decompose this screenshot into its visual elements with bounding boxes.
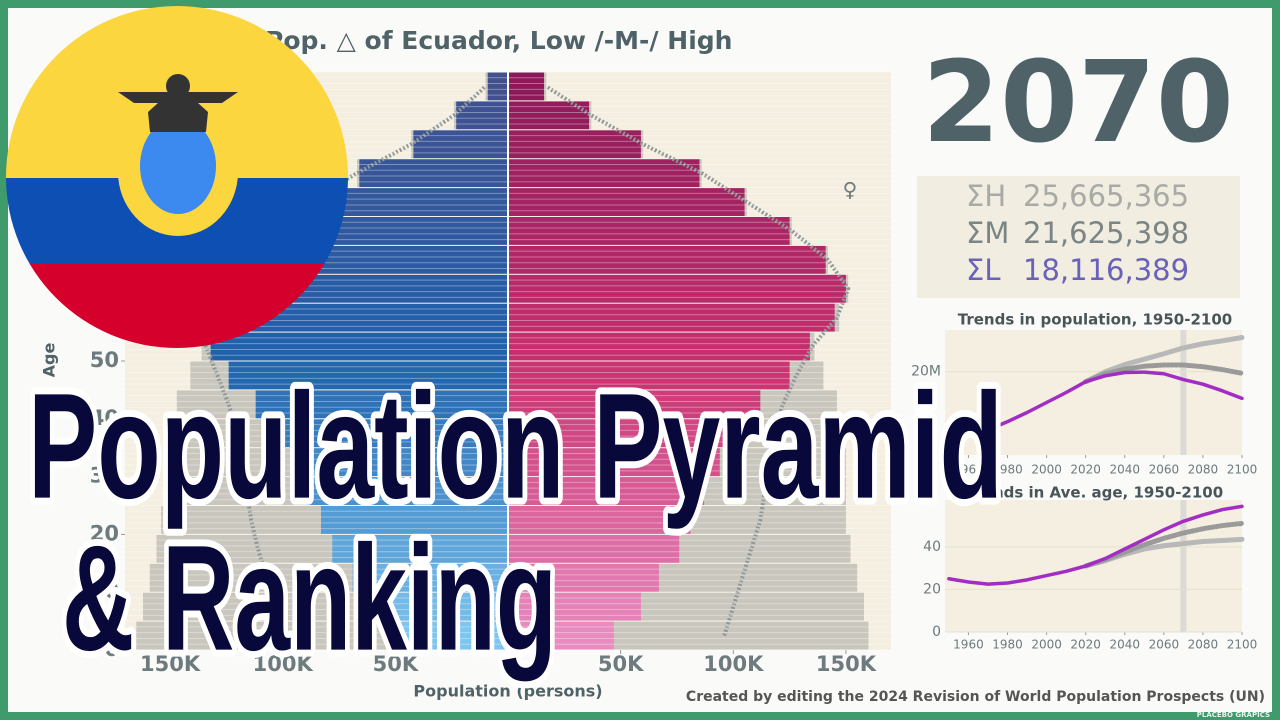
trend-line bbox=[947, 504, 1244, 586]
population-bar bbox=[228, 361, 508, 390]
population-bar bbox=[359, 159, 508, 188]
population-bar bbox=[397, 621, 508, 650]
population-bar bbox=[210, 332, 509, 361]
x-tick-label: 2060 bbox=[1149, 463, 1180, 477]
x-tick-label: 150K bbox=[140, 652, 201, 676]
y-tick-label: 40 bbox=[923, 539, 941, 555]
y-tick-label: 10 bbox=[90, 579, 119, 603]
x-tick-label: 1980 bbox=[992, 638, 1023, 652]
totals: ΣH 25,665,365 ΣM 21,625,398 ΣL 18,116,389 bbox=[966, 179, 1189, 287]
total-label: ΣH bbox=[966, 179, 1006, 213]
credit: Created by editing the 2024 Revision of … bbox=[686, 689, 1265, 705]
x-tick-label: 2000 bbox=[1031, 638, 1062, 652]
female-symbol: ♀ bbox=[843, 178, 858, 202]
x-tick-label: 2100 bbox=[1227, 463, 1258, 477]
population-bar bbox=[508, 563, 659, 592]
population-bar bbox=[508, 592, 641, 621]
population-bar bbox=[293, 448, 508, 477]
population-bar bbox=[508, 448, 720, 477]
x-tick-label: 2100 bbox=[1227, 638, 1258, 652]
y-tick-label: 0 bbox=[932, 624, 941, 640]
population-bar bbox=[508, 101, 590, 130]
population-bar bbox=[508, 130, 641, 159]
x-tick-label: 2020 bbox=[1070, 638, 1101, 652]
chart-title: Trends in Ave. age, 1950-2100 bbox=[967, 484, 1223, 502]
trend-line bbox=[947, 370, 1244, 443]
trend-line bbox=[1083, 362, 1245, 385]
y-tick-label: 20 bbox=[90, 521, 119, 545]
x-tick-label: 0 bbox=[501, 652, 516, 676]
watermark: PLACEBO GRAPICS bbox=[1197, 711, 1270, 719]
population-bar bbox=[508, 159, 700, 188]
population-bar bbox=[273, 419, 508, 448]
population-bar bbox=[370, 592, 508, 621]
x-tick-label: 2080 bbox=[1188, 638, 1219, 652]
year-band bbox=[1180, 330, 1187, 455]
x-tick-label: 2040 bbox=[1109, 463, 1140, 477]
chart-title: Trends in population, 1950-2100 bbox=[958, 311, 1232, 329]
x-tick-label: 100K bbox=[253, 652, 314, 676]
population-bar bbox=[508, 188, 745, 216]
x-tick-label: 1980 bbox=[992, 463, 1023, 477]
y-tick-label: 30 bbox=[90, 464, 119, 488]
year: 2070 bbox=[922, 38, 1234, 168]
total-label: ΣL bbox=[966, 253, 1000, 287]
population-bar bbox=[456, 101, 508, 130]
totals-box bbox=[917, 176, 1240, 298]
overlay-subtitle: & Ranking bbox=[62, 514, 557, 682]
population-bar bbox=[508, 534, 680, 563]
y-tick-label: 50 bbox=[90, 348, 119, 372]
x-tick-label: 2040 bbox=[1109, 638, 1140, 652]
x-tick-label: 2020 bbox=[1070, 463, 1101, 477]
x-tick-label: 1960 bbox=[953, 463, 984, 477]
overlay-title: Population Pyramid bbox=[28, 362, 1003, 530]
medium-line bbox=[545, 84, 851, 637]
population-bar bbox=[352, 563, 508, 592]
y-tick-label: 20M bbox=[911, 364, 941, 380]
population-bar bbox=[508, 245, 826, 274]
population-bar bbox=[487, 72, 508, 101]
x-tick-label: 2080 bbox=[1188, 463, 1219, 477]
population-bar bbox=[307, 477, 508, 505]
population-bar bbox=[508, 621, 614, 650]
trend-line bbox=[1083, 335, 1245, 385]
population-bar bbox=[413, 130, 508, 159]
population-bar bbox=[508, 361, 790, 390]
x-tick-label: 50K bbox=[373, 652, 419, 676]
x-tick-label: 2000 bbox=[1031, 463, 1062, 477]
population-bar bbox=[508, 72, 545, 101]
total-value: 25,665,365 bbox=[1023, 179, 1189, 213]
x-tick-label: 2060 bbox=[1149, 638, 1180, 652]
population-bar bbox=[508, 390, 761, 419]
population-bar bbox=[332, 534, 508, 563]
x-tick-label: 100K bbox=[703, 652, 764, 676]
population-bar bbox=[508, 303, 835, 332]
population-bar bbox=[508, 274, 846, 303]
population-bar bbox=[255, 390, 508, 419]
x-tick-label: 1960 bbox=[953, 638, 984, 652]
chart-title: Pop. △ of Ecuador, Low /-M-/ High bbox=[265, 26, 732, 55]
plot-background bbox=[945, 330, 1242, 455]
y-tick-label: 0 bbox=[104, 637, 119, 661]
x-axis-label: Population (persons) bbox=[413, 682, 602, 701]
population-bar bbox=[508, 477, 705, 505]
year-band bbox=[1180, 500, 1187, 632]
total-value: 21,625,398 bbox=[1023, 216, 1189, 250]
medium-line bbox=[186, 84, 487, 637]
population-bar bbox=[508, 506, 691, 534]
total-label: ΣM bbox=[966, 216, 1009, 250]
population-bar bbox=[508, 332, 810, 361]
population-bar bbox=[508, 217, 790, 245]
y-tick-label: 40 bbox=[90, 406, 119, 430]
total-value: 18,116,389 bbox=[1023, 253, 1189, 287]
y-tick-label: 20 bbox=[923, 581, 941, 597]
x-tick-label: 50K bbox=[598, 652, 644, 676]
y-axis-label: Age bbox=[40, 343, 59, 378]
population-bar bbox=[321, 506, 508, 534]
population-bar bbox=[508, 419, 741, 448]
x-tick-label: 150K bbox=[816, 652, 877, 676]
